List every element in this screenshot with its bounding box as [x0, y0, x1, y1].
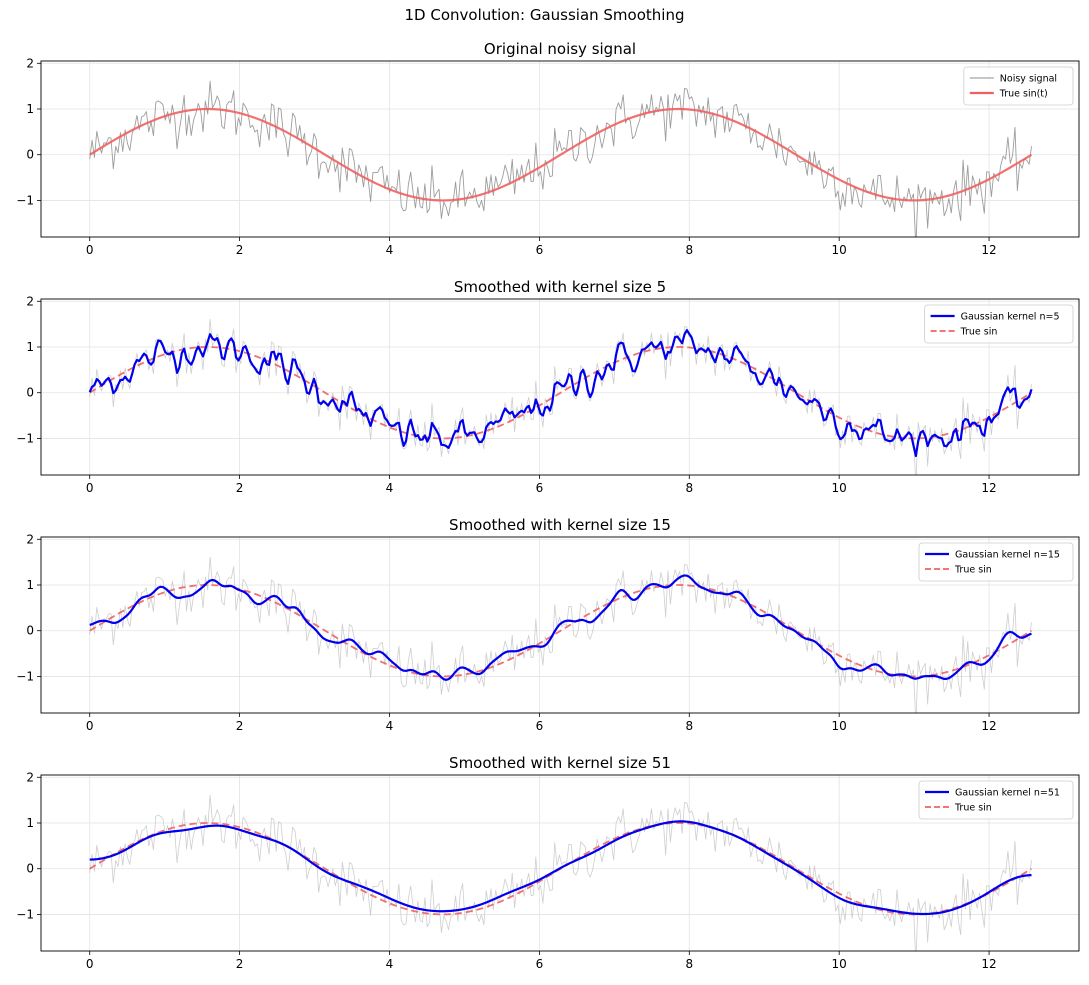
legend-box — [963, 66, 1074, 106]
legend-label: True sin — [960, 327, 998, 338]
noisy-signal-background-line — [89, 794, 1032, 951]
legend-box — [918, 780, 1074, 820]
x-tick-label: 12 — [981, 957, 996, 971]
y-tick-label: −1 — [16, 193, 34, 207]
x-tick-label: 6 — [536, 243, 544, 257]
y-tick-label: 1 — [26, 578, 34, 592]
y-tick-label: 1 — [26, 102, 34, 116]
x-tick-label: 8 — [685, 957, 693, 971]
noisy-signal-line — [89, 80, 1032, 237]
legend-label: True sin(t) — [999, 89, 1048, 100]
x-tick-label: 0 — [86, 481, 94, 495]
axes-frame — [40, 298, 1080, 476]
true-sin-line — [89, 107, 1033, 202]
plot-area — [89, 556, 1032, 713]
plot-area — [88, 318, 1033, 475]
y-tick-label: 0 — [26, 148, 34, 162]
smoothed-signal-line — [89, 574, 1032, 681]
y-tick-label: 1 — [26, 340, 34, 354]
legend-label: True sin — [954, 565, 992, 576]
x-tick-label: 4 — [386, 243, 394, 257]
x-tick-label: 12 — [981, 243, 996, 257]
y-tick-label: 2 — [26, 532, 34, 546]
x-tick-label: 2 — [236, 957, 244, 971]
legend: Gaussian kernel n=5 True sin — [924, 304, 1074, 344]
x-tick-label: 10 — [832, 957, 847, 971]
x-tick-label: 4 — [386, 481, 394, 495]
y-tick-label: 0 — [26, 624, 34, 638]
true-sin-dashed-line — [89, 584, 1032, 678]
plot-area — [89, 794, 1032, 951]
x-tick-label: 2 — [236, 719, 244, 733]
y-tick-label: 2 — [26, 770, 34, 784]
x-tick-label: 12 — [981, 719, 996, 733]
y-tick-label: −1 — [16, 431, 34, 445]
true-sin-dashed-line — [89, 346, 1032, 440]
y-tick-label: 0 — [26, 386, 34, 400]
legend-box — [918, 542, 1074, 582]
legend-label: True sin — [954, 803, 992, 814]
axes-frame — [40, 60, 1080, 238]
x-tick-label: 8 — [685, 481, 693, 495]
legend-box — [924, 304, 1074, 344]
x-tick-label: 6 — [536, 957, 544, 971]
subplot-title: Original noisy signal — [484, 40, 636, 58]
y-tick-label: 2 — [26, 294, 34, 308]
subplot-title: Smoothed with kernel size 51 — [449, 754, 671, 772]
x-tick-label: 8 — [685, 243, 693, 257]
plot-area — [89, 80, 1033, 237]
legend: Noisy signal True sin(t) — [963, 66, 1074, 106]
x-tick-label: 2 — [236, 481, 244, 495]
axes-frame — [40, 536, 1080, 714]
legend: Gaussian kernel n=51 True sin — [918, 780, 1074, 820]
x-tick-label: 4 — [386, 957, 394, 971]
subplot-title: Smoothed with kernel size 15 — [449, 516, 671, 534]
noisy-signal-background-line — [89, 556, 1032, 713]
y-tick-label: −1 — [16, 669, 34, 683]
legend-label: Gaussian kernel n=51 — [955, 788, 1060, 799]
x-tick-label: 0 — [86, 243, 94, 257]
smoothed-signal-line — [89, 820, 1032, 916]
smoothed-signal-line — [88, 329, 1033, 458]
x-tick-label: 10 — [832, 719, 847, 733]
legend: Gaussian kernel n=15 True sin — [918, 542, 1074, 582]
axes-frame — [40, 774, 1080, 952]
legend-label: Noisy signal — [1000, 74, 1057, 85]
legend-label: Gaussian kernel n=15 — [955, 550, 1060, 561]
x-tick-label: 4 — [386, 719, 394, 733]
noisy-signal-background-line — [89, 318, 1032, 475]
figure-title: 1D Convolution: Gaussian Smoothing — [404, 6, 685, 24]
x-tick-label: 12 — [981, 481, 996, 495]
x-tick-label: 10 — [832, 243, 847, 257]
y-tick-label: 0 — [26, 862, 34, 876]
y-tick-label: 2 — [26, 56, 34, 70]
y-tick-label: −1 — [16, 907, 34, 921]
x-tick-label: 0 — [86, 957, 94, 971]
x-tick-label: 10 — [832, 481, 847, 495]
x-tick-label: 0 — [86, 719, 94, 733]
legend-label: Gaussian kernel n=5 — [961, 312, 1060, 323]
x-tick-label: 6 — [536, 719, 544, 733]
x-tick-label: 6 — [536, 481, 544, 495]
subplot-title: Smoothed with kernel size 5 — [454, 278, 666, 296]
x-tick-label: 8 — [685, 719, 693, 733]
y-tick-label: 1 — [26, 816, 34, 830]
x-tick-label: 2 — [236, 243, 244, 257]
